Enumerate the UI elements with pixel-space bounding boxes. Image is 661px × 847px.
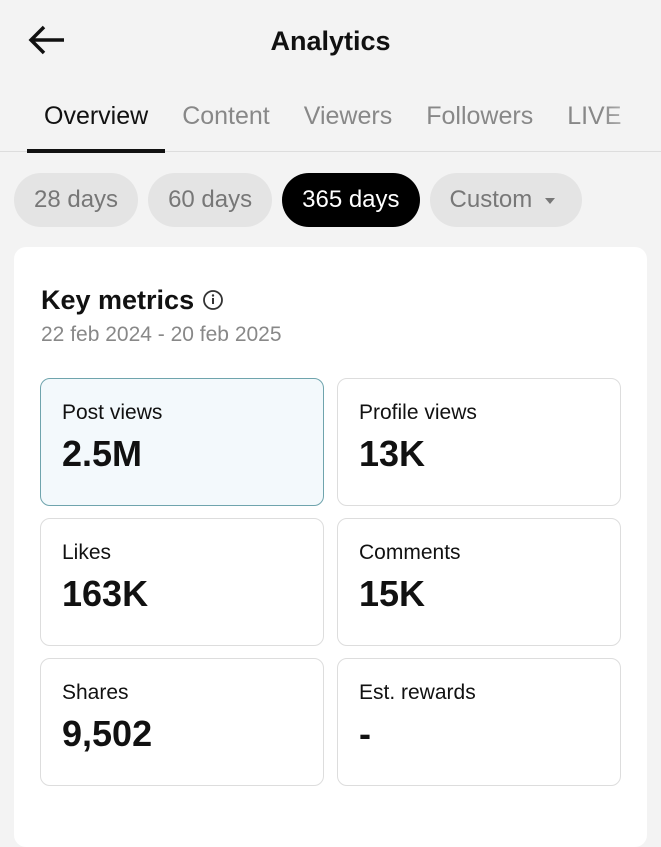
chip-label: 28 days — [34, 186, 119, 213]
metric-label: Post views — [62, 401, 163, 424]
metric-label: Est. rewards — [359, 681, 476, 704]
metric-tile[interactable]: Shares 9,502 — [40, 658, 324, 786]
dropdown-arrow — [545, 198, 556, 204]
period-selector: 28 days 60 days 365 days Custom — [14, 173, 592, 227]
chip-label: 60 days — [168, 186, 253, 213]
back-button[interactable] — [28, 24, 66, 56]
period-chip[interactable]: 60 days — [148, 173, 273, 227]
metric-tile[interactable]: Profile views 13K — [337, 378, 621, 506]
metric-value: - — [359, 713, 371, 754]
section-title: Key metrics — [41, 285, 224, 316]
metric-tile[interactable]: Likes 163K — [40, 518, 324, 646]
metric-label: Shares — [62, 681, 129, 704]
metric-value: 13K — [359, 433, 426, 474]
chip-label: 365 days — [302, 186, 400, 213]
info-icon[interactable] — [202, 289, 224, 311]
metric-value: 9,502 — [62, 713, 153, 754]
date-range: 22 feb 2024 - 20 feb 2025 — [41, 323, 282, 346]
metric-value: 15K — [359, 573, 426, 614]
metric-label: Likes — [62, 541, 112, 564]
fade — [601, 100, 661, 140]
tab[interactable]: Followers — [426, 102, 534, 130]
metric-value: 163K — [62, 573, 149, 614]
metric-tile[interactable]: Post views 2.5M — [40, 378, 324, 506]
metric-tile[interactable]: Comments 15K — [337, 518, 621, 646]
metric-label: Comments — [359, 541, 461, 564]
tab[interactable]: Overview — [27, 102, 166, 153]
period-chip[interactable]: 28 days — [14, 173, 139, 227]
header: Analytics Overview Content Viewers Follower… — [0, 0, 661, 153]
period-chip[interactable]: 365 days — [282, 173, 420, 227]
tab[interactable]: Viewers — [303, 102, 393, 130]
metric-value: 2.5M — [62, 433, 143, 474]
tab[interactable]: Content — [182, 102, 270, 130]
chip-label: Custom — [449, 186, 533, 213]
tabs: Overview Content Viewers Followers LIVE — [0, 102, 661, 153]
title: Analytics — [270, 26, 391, 56]
period-chip[interactable]: Custom — [429, 173, 583, 227]
metric-tile[interactable]: Est. rewards - — [337, 658, 621, 786]
key-metrics-card: Key metrics 22 feb 2024 - 20 feb 2025 Po… — [14, 247, 647, 847]
metric-label: Profile views — [359, 401, 477, 424]
